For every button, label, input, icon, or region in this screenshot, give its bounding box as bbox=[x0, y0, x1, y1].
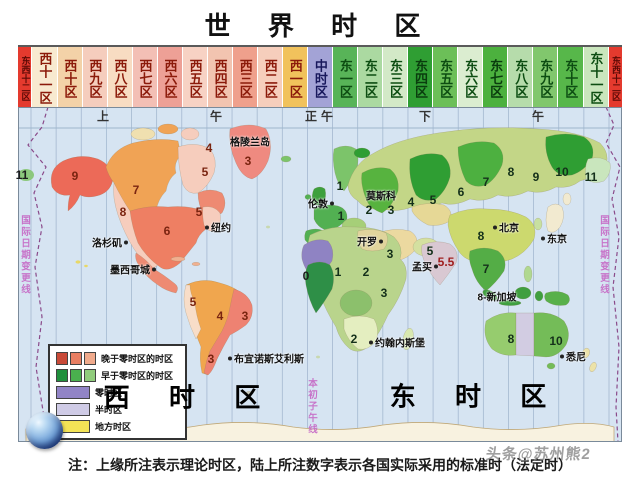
zone-column: 东六区 bbox=[458, 47, 483, 109]
continent-north-america bbox=[50, 123, 271, 294]
legend-row: 地方时区 bbox=[56, 418, 183, 435]
zone-column-label: 西十区 bbox=[62, 58, 78, 98]
zone-column: 东九区 bbox=[533, 47, 558, 109]
zone-column-label: 西三区 bbox=[237, 58, 253, 98]
legend-row: 晚于零时区的时区 bbox=[56, 350, 183, 367]
zone-column: 西十一区 bbox=[32, 47, 57, 109]
legend-label: 晚于零时区的时区 bbox=[101, 354, 174, 364]
zone-column: 西三区 bbox=[232, 47, 257, 109]
zone-column: 西四区 bbox=[207, 47, 232, 109]
zone-column-label: 东一区 bbox=[337, 58, 353, 98]
map-border bbox=[18, 107, 622, 442]
zone-column: 东十区 bbox=[558, 47, 583, 109]
page-title: 世 界 时 区 bbox=[204, 11, 436, 41]
continent-africa bbox=[301, 226, 414, 352]
zone-column-label: 东七区 bbox=[488, 58, 504, 98]
zone-column: 西六区 bbox=[157, 47, 182, 109]
zone-column-label: 东二区 bbox=[362, 58, 378, 98]
continent-australia bbox=[484, 312, 597, 372]
zone-column-label: 西十一区 bbox=[37, 52, 53, 104]
legend-swatch bbox=[84, 352, 96, 365]
international-date-line bbox=[27, 106, 621, 443]
timezone-header-row: 东西十二区 西十一区 西十区 西九区 西八区 西七区 西六区 西五区 西四区 西三区 西二区 西一区中… bbox=[18, 45, 623, 109]
zone-column-label: 东五区 bbox=[438, 58, 454, 98]
zone-column-label: 西六区 bbox=[162, 58, 178, 98]
legend-swatch bbox=[56, 352, 68, 365]
zone-column-label: 东九区 bbox=[538, 58, 554, 98]
zone-column: 西二区 bbox=[257, 47, 282, 109]
zone-column: 西七区 bbox=[132, 47, 157, 109]
zone-column-label: 东三区 bbox=[387, 58, 403, 98]
zone-column: 西十区 bbox=[57, 47, 82, 109]
legend-label: 早于零时区的时区 bbox=[101, 371, 174, 381]
zone-column: 东二区 bbox=[358, 47, 383, 109]
globe-icon bbox=[26, 412, 63, 449]
zone-column-label: 西七区 bbox=[137, 58, 153, 98]
footnote: 注：上缘所注表示理论时区，陆上所注数字表示各国实际采用的标准时（法定时） bbox=[68, 457, 572, 473]
zone-column: 东四区 bbox=[408, 47, 433, 109]
legend-row: 半时区 bbox=[56, 401, 183, 418]
zone-column: 西八区 bbox=[107, 47, 132, 109]
zone-column: 东西十二区 bbox=[18, 47, 32, 109]
continent-asia bbox=[347, 127, 611, 306]
zone-column: 西九区 bbox=[82, 47, 107, 109]
zone-column: 西五区 bbox=[182, 47, 207, 109]
zone-column-label: 西五区 bbox=[187, 58, 203, 98]
zone-column: 东八区 bbox=[508, 47, 533, 109]
zone-column: 东三区 bbox=[383, 47, 408, 109]
zone-column-label: 东八区 bbox=[513, 58, 529, 98]
legend-swatch bbox=[56, 403, 90, 416]
legend-swatch bbox=[70, 369, 82, 382]
legend-row: 零时区 bbox=[56, 384, 183, 401]
legend-row: 早于零时区的时区 bbox=[56, 367, 183, 384]
zone-column: 东七区 bbox=[483, 47, 508, 109]
zone-column-label: 东四区 bbox=[413, 58, 429, 98]
zone-column: 东五区 bbox=[433, 47, 458, 109]
legend: 晚于零时区的时区 早于零时区的时区零时区半时区地方时区 bbox=[48, 344, 187, 440]
legend-swatch bbox=[84, 369, 96, 382]
zone-column-label: 西九区 bbox=[87, 58, 103, 98]
zone-column-label: 东六区 bbox=[463, 58, 479, 98]
watermark: 头条@苏州熊2 bbox=[485, 446, 592, 463]
zone-column-label: 西八区 bbox=[112, 58, 128, 98]
zone-column-label: 西一区 bbox=[287, 58, 303, 98]
legend-label: 地方时区 bbox=[95, 422, 132, 432]
zone-column: 东一区 bbox=[333, 47, 358, 109]
zone-column-label: 东十区 bbox=[563, 58, 579, 98]
legend-swatch bbox=[56, 386, 90, 399]
zone-column: 中时区 bbox=[307, 47, 333, 109]
legend-label: 零时区 bbox=[95, 388, 123, 398]
small-islands bbox=[18, 169, 320, 359]
zone-column: 东十一区 bbox=[583, 47, 608, 109]
zone-column-label: 中时区 bbox=[312, 58, 328, 98]
legend-swatch bbox=[56, 369, 68, 382]
zone-column-label: 西四区 bbox=[212, 58, 228, 98]
zone-column: 西一区 bbox=[282, 47, 307, 109]
continent-south-america bbox=[183, 280, 253, 395]
legend-swatch bbox=[70, 352, 82, 365]
zone-column-label: 东十一区 bbox=[588, 52, 604, 104]
legend-label: 半时区 bbox=[95, 405, 123, 415]
zone-column: 东西十二区 bbox=[608, 47, 623, 109]
zone-column-label: 西二区 bbox=[262, 58, 278, 98]
zone-column-label: 东西十二区 bbox=[20, 55, 31, 101]
zone-column-label: 东西十二区 bbox=[611, 55, 621, 101]
